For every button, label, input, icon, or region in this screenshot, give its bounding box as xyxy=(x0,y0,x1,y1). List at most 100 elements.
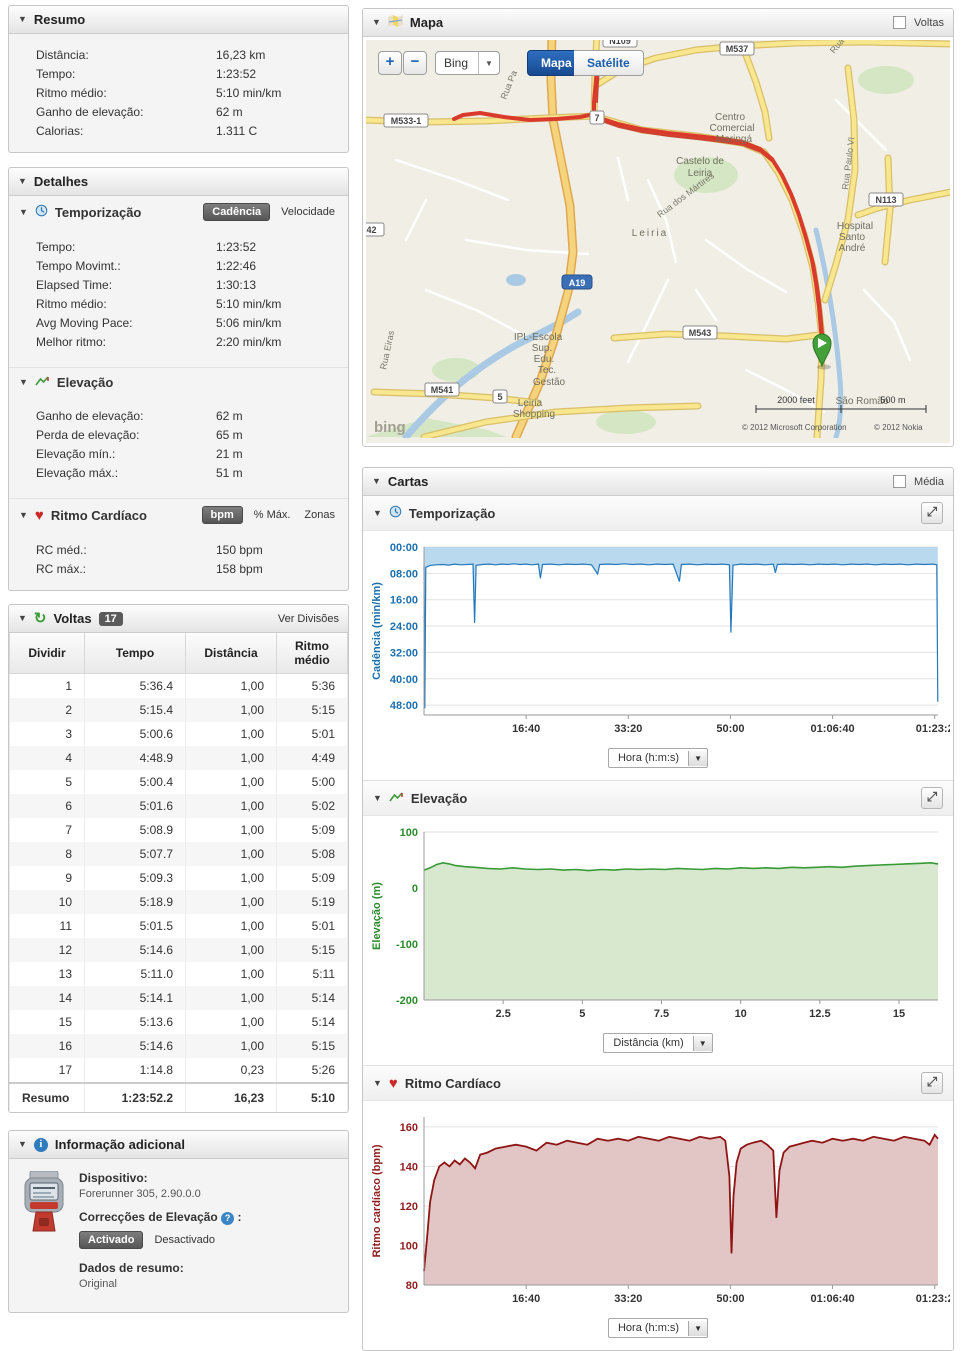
svg-text:2.5: 2.5 xyxy=(496,1008,511,1020)
elevation-corrections-label: Correcções de Elevação ? : xyxy=(79,1210,242,1225)
svg-text:33:20: 33:20 xyxy=(614,723,642,735)
lap-row[interactable]: 3 5:00.6 1,00 5:01 xyxy=(9,722,348,746)
column-header[interactable]: Tempo xyxy=(84,633,186,674)
lap-row[interactable]: 16 5:14.6 1,00 5:15 xyxy=(9,1034,348,1058)
lap-row[interactable]: 6 5:01.6 1,00 5:02 xyxy=(9,794,348,818)
zoom-out-button[interactable]: − xyxy=(403,51,427,75)
stat-label: Calorias: xyxy=(36,124,84,138)
svg-text:16:40: 16:40 xyxy=(512,1293,540,1305)
laps-checkbox[interactable] xyxy=(893,16,907,29)
satellite-view-tab[interactable]: Satélite xyxy=(574,50,644,76)
details-header[interactable]: ▼ Detalhes xyxy=(9,168,348,196)
details-title: Detalhes xyxy=(33,174,89,189)
svg-text:24:00: 24:00 xyxy=(390,621,418,633)
stat-value: 1:23:52 xyxy=(216,67,257,81)
map-panel: ▼ Mapa Voltas + − Bing ▼ Mapa Satélite xyxy=(362,8,954,447)
lap-row[interactable]: 11 5:01.5 1,00 5:01 xyxy=(9,914,348,938)
lap-row[interactable]: 8 5:07.7 1,00 5:08 xyxy=(9,842,348,866)
zoom-in-button[interactable]: + xyxy=(378,51,402,75)
elevation-corrections-off-button[interactable]: Desactivado xyxy=(154,1234,216,1246)
lap-cell: 5:14.6 xyxy=(84,938,186,962)
stat-label: Ritmo médio: xyxy=(36,86,107,100)
lap-row[interactable]: 2 5:15.4 1,00 5:15 xyxy=(9,698,348,722)
charts-header[interactable]: ▼ Cartas Média xyxy=(363,468,953,496)
lap-cell: 1,00 xyxy=(185,962,277,986)
column-header[interactable]: Dividir xyxy=(9,633,85,674)
lap-cell: 5:11.0 xyxy=(84,962,186,986)
collapse-icon[interactable]: ▼ xyxy=(18,176,27,186)
lap-cell: 5:00 xyxy=(276,770,348,794)
finish-marker[interactable] xyxy=(812,333,832,370)
lap-row[interactable]: 17 1:14.8 0,23 5:26 xyxy=(9,1058,348,1083)
collapse-icon[interactable]: ▼ xyxy=(372,17,381,27)
right-column: ▼ Mapa Voltas + − Bing ▼ Mapa Satélite xyxy=(362,8,954,1351)
lap-cell: 5:15 xyxy=(276,698,348,722)
bpm-toggle-button[interactable]: bpm xyxy=(201,506,243,524)
pace-chart-svg: 00:00 08:00 16:00 24:00 32:00 40:00 48:00 16:40… xyxy=(371,542,953,735)
heartrate-x-axis-select[interactable]: Hora (h:m:s) ▼ xyxy=(607,1318,709,1338)
collapse-icon[interactable]: ▼ xyxy=(19,509,28,520)
view-splits-link[interactable]: Ver Divisões xyxy=(277,612,339,625)
expand-icon[interactable]: ⤢ xyxy=(921,502,943,524)
map-provider-dropdown[interactable]: Bing ▼ xyxy=(435,51,500,75)
lap-row[interactable]: 4 4:48.9 1,00 4:49 xyxy=(9,746,348,770)
column-header[interactable]: Distância xyxy=(185,633,277,674)
summary-header[interactable]: ▼ Resumo xyxy=(9,6,348,34)
stat-label: Elevação mín.: xyxy=(36,447,116,461)
lap-row[interactable]: 7 5:08.9 1,00 5:09 xyxy=(9,818,348,842)
stat-value: 1.311 C xyxy=(216,124,258,138)
lap-row[interactable]: 12 5:14.6 1,00 5:15 xyxy=(9,938,348,962)
svg-text:33:20: 33:20 xyxy=(614,1293,642,1305)
laps-header[interactable]: ▼ ↻ Voltas 17 Ver Divisões xyxy=(9,605,348,633)
summary-cell: 1:23:52.2 xyxy=(84,1082,186,1112)
lap-row[interactable]: 5 5:00.4 1,00 5:00 xyxy=(9,770,348,794)
lap-cell: 5:19 xyxy=(276,890,348,914)
elevation-corrections-on-button[interactable]: Activado xyxy=(79,1231,144,1249)
lap-row[interactable]: 14 5:14.1 1,00 5:14 xyxy=(9,986,348,1010)
svg-text:0: 0 xyxy=(412,883,418,895)
elevation-icon xyxy=(35,375,50,390)
map-canvas[interactable]: Leiria M537 M533-1 M543 M541 N113 xyxy=(363,27,950,438)
lap-row[interactable]: 10 5:18.9 1,00 5:19 xyxy=(9,890,348,914)
shopping-label: Leiria xyxy=(518,398,543,409)
collapse-icon[interactable]: ▼ xyxy=(373,507,382,518)
additional-info-header[interactable]: ▼ i Informação adicional xyxy=(9,1131,348,1159)
collapse-icon[interactable]: ▼ xyxy=(373,792,382,803)
collapse-icon[interactable]: ▼ xyxy=(19,377,28,387)
cadence-toggle-button[interactable]: Cadência xyxy=(203,203,271,221)
expand-icon[interactable]: ⤢ xyxy=(921,787,943,809)
collapse-icon[interactable]: ▼ xyxy=(18,14,27,24)
pace-x-axis-select[interactable]: Hora (h:m:s) ▼ xyxy=(607,748,709,768)
collapse-icon[interactable]: ▼ xyxy=(18,613,27,623)
timing-body: Tempo: 1:23:52 Tempo Movimt.: 1:22:46 Elap… xyxy=(9,226,348,363)
shield-m533-1: M533-1 xyxy=(391,116,422,126)
help-icon[interactable]: ? xyxy=(221,1212,235,1225)
elevation-x-axis-select[interactable]: Distância (km) ▼ xyxy=(603,1033,713,1053)
average-checkbox[interactable] xyxy=(893,475,907,488)
svg-text:Ritmo cardíaco (bpm): Ritmo cardíaco (bpm) xyxy=(371,1144,383,1257)
road-shields: M537 M533-1 M543 M541 N113 N109 242 A19 … xyxy=(363,33,904,404)
chevron-down-icon: ▼ xyxy=(688,750,708,766)
collapse-icon[interactable]: ▼ xyxy=(19,206,28,217)
lap-row[interactable]: 9 5:09.3 1,00 5:09 xyxy=(9,866,348,890)
expand-icon[interactable]: ⤢ xyxy=(921,1072,943,1094)
lap-row[interactable]: 1 5:36.4 1,00 5:36 xyxy=(9,673,348,698)
summary-data-label: Dados de resumo: xyxy=(79,1261,184,1275)
lap-row[interactable]: 15 5:13.6 1,00 5:14 xyxy=(9,1010,348,1034)
lap-cell: 5:02 xyxy=(276,794,348,818)
svg-text:-100: -100 xyxy=(396,939,418,951)
collapse-icon[interactable]: ▼ xyxy=(373,1077,382,1088)
lap-cell: 5:11 xyxy=(276,962,348,986)
lap-row[interactable]: 13 5:11.0 1,00 5:11 xyxy=(9,962,348,986)
svg-text:Comercial: Comercial xyxy=(709,123,754,134)
column-header[interactable]: Ritmo médio xyxy=(276,633,348,674)
collapse-icon[interactable]: ▼ xyxy=(18,1139,27,1149)
hospital-label: Hospital xyxy=(837,221,873,232)
zones-toggle-button[interactable]: Zonas xyxy=(304,509,335,521)
speed-toggle-button[interactable]: Velocidade xyxy=(281,206,335,218)
map-header[interactable]: ▼ Mapa Voltas xyxy=(363,9,953,37)
collapse-icon[interactable]: ▼ xyxy=(372,476,381,486)
summary-cell: Resumo xyxy=(9,1082,85,1112)
percent-max-toggle-button[interactable]: % Máx. xyxy=(253,509,291,521)
lap-cell: 5:08.9 xyxy=(84,818,186,842)
